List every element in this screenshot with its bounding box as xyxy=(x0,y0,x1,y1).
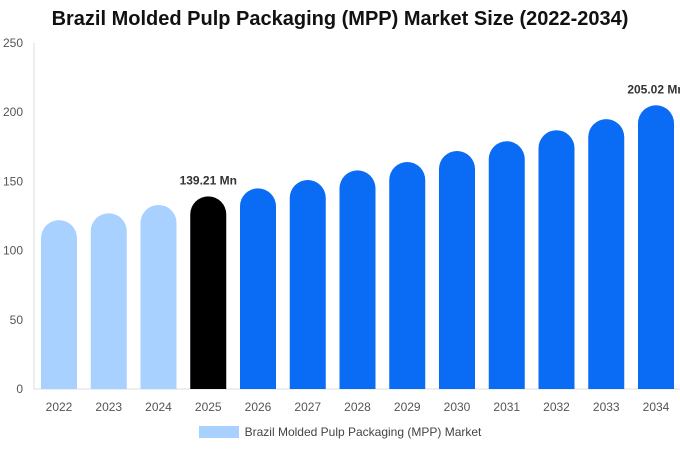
x-tick-label: 2034 xyxy=(643,400,670,414)
legend-swatch xyxy=(198,426,239,438)
x-tick-label: 2033 xyxy=(593,400,620,414)
x-tick-label: 2025 xyxy=(195,400,222,414)
chart-title: Brazil Molded Pulp Packaging (MPP) Marke… xyxy=(51,8,629,30)
legend-label: Brazil Molded Pulp Packaging (MPP) Marke… xyxy=(244,425,482,439)
bar-2026 xyxy=(240,188,276,389)
y-tick-label: 200 xyxy=(3,105,23,119)
x-tick-label: 2031 xyxy=(493,400,520,414)
bar-2034 xyxy=(638,105,674,389)
bar-2022 xyxy=(41,220,77,389)
x-tick-label: 2024 xyxy=(145,400,172,414)
y-tick-label: 250 xyxy=(3,36,23,50)
bar-2032 xyxy=(538,130,575,389)
y-tick-label: 50 xyxy=(10,313,24,327)
data-label: 139.21 Mn xyxy=(180,173,237,187)
y-tick-label: 150 xyxy=(3,174,23,188)
x-tick-label: 2027 xyxy=(294,400,321,414)
bar-2025 xyxy=(190,196,227,389)
x-tick-label: 2032 xyxy=(543,400,570,414)
bar-2023 xyxy=(90,213,127,389)
x-tick-label: 2029 xyxy=(394,400,421,414)
x-tick-label: 2030 xyxy=(444,400,471,414)
x-tick-label: 2028 xyxy=(344,400,371,414)
data-label: 205.02 Mn xyxy=(627,82,680,96)
x-tick-label: 2023 xyxy=(95,400,122,414)
bar-2027 xyxy=(289,180,326,389)
legend: Brazil Molded Pulp Packaging (MPP) Marke… xyxy=(0,425,680,439)
bar-2029 xyxy=(389,162,426,389)
bar-2031 xyxy=(488,141,525,389)
x-tick-label: 2022 xyxy=(46,400,73,414)
y-tick-label: 100 xyxy=(3,244,23,258)
bar-2033 xyxy=(588,119,625,389)
bar-2030 xyxy=(439,150,475,389)
bar-2024 xyxy=(140,204,177,389)
y-tick-label: 0 xyxy=(16,382,23,396)
x-tick-label: 2026 xyxy=(245,400,272,414)
bar-2028 xyxy=(339,170,376,389)
